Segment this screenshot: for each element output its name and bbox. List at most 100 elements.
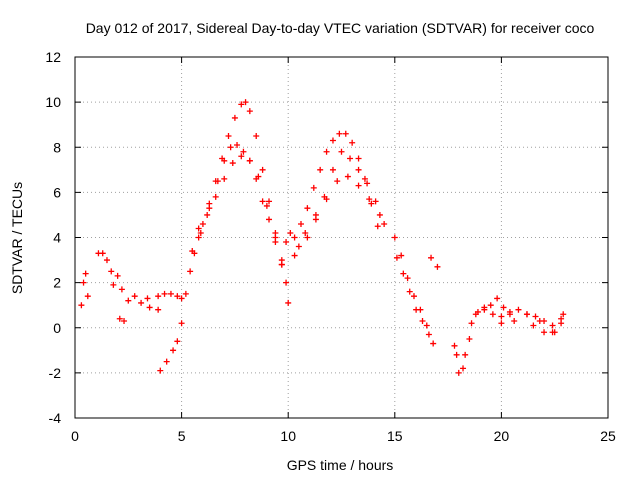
data-point (174, 338, 181, 345)
data-point (138, 299, 145, 306)
y-tick-label: 8 (53, 139, 61, 155)
y-tick-label: 6 (53, 184, 61, 200)
data-point (494, 295, 501, 302)
data-point (225, 132, 232, 139)
data-point (287, 229, 294, 236)
data-point (259, 198, 266, 205)
data-point (460, 365, 467, 372)
data-point (144, 295, 151, 302)
data-point (255, 173, 262, 180)
data-point (549, 322, 556, 329)
data-point (336, 130, 343, 137)
data-point (551, 329, 558, 336)
data-point (263, 202, 270, 209)
data-point (174, 293, 181, 300)
data-point (242, 99, 249, 106)
data-points (78, 99, 567, 376)
data-point (278, 261, 285, 268)
series-segment-h (189, 141, 285, 268)
plot-frame (74, 56, 609, 419)
data-point (121, 317, 128, 324)
data-point (283, 239, 290, 246)
data-point (84, 293, 91, 300)
data-point (266, 198, 273, 205)
data-point (468, 320, 475, 327)
data-point (163, 358, 170, 365)
x-tick-label: 10 (280, 428, 296, 444)
data-point (400, 270, 407, 277)
data-point (285, 299, 292, 306)
data-point (178, 320, 185, 327)
data-point (240, 148, 247, 155)
data-point (167, 290, 174, 297)
data-point (361, 175, 368, 182)
data-point (146, 304, 153, 311)
data-point (532, 313, 539, 320)
data-point (511, 317, 518, 324)
data-point (283, 279, 290, 286)
data-point (523, 311, 530, 318)
series-segment-m (295, 148, 388, 250)
data-point (376, 211, 383, 218)
data-point (541, 329, 548, 336)
data-point (338, 148, 345, 155)
data-point (391, 234, 398, 241)
data-point (155, 293, 162, 300)
series-segment-d (116, 315, 128, 324)
data-point (187, 268, 194, 275)
data-point (110, 281, 117, 288)
series-segment-p (393, 254, 432, 338)
data-point (466, 336, 473, 343)
data-point (342, 130, 349, 137)
series-segment-i (195, 153, 285, 268)
data-point (498, 313, 505, 320)
data-point (238, 101, 245, 108)
data-point (155, 306, 162, 313)
data-point (116, 315, 123, 322)
data-point (372, 198, 379, 205)
data-point (560, 311, 567, 318)
data-point (310, 184, 317, 191)
data-point (428, 254, 435, 261)
series-segment-o (391, 234, 437, 347)
series-segment-q (428, 254, 441, 270)
data-point (334, 178, 341, 185)
data-point (530, 322, 537, 329)
y-tick-label: 12 (45, 49, 61, 65)
chart-title: Day 012 of 2017, Sidereal Day-to-day VTE… (86, 20, 595, 36)
data-point (246, 157, 253, 164)
data-point (82, 270, 89, 277)
data-point (304, 205, 311, 212)
series-segment-k (285, 299, 292, 306)
data-point (368, 200, 375, 207)
data-point (272, 234, 279, 241)
y-tick-label: 2 (53, 275, 61, 291)
y-tick-label: 10 (45, 94, 61, 110)
data-point (393, 254, 400, 261)
data-point (423, 322, 430, 329)
data-point (161, 290, 168, 297)
data-point (131, 293, 138, 300)
series-segment-s (453, 304, 565, 372)
data-point (451, 342, 458, 349)
data-point (178, 295, 185, 302)
series-segment-b (95, 250, 117, 288)
data-point (118, 286, 125, 293)
data-point (329, 166, 336, 173)
data-point (462, 351, 469, 358)
x-tick-label: 5 (178, 428, 186, 444)
data-point (231, 114, 238, 121)
data-point (212, 193, 219, 200)
data-point (238, 153, 245, 160)
data-point (406, 288, 413, 295)
series-segment-l (291, 130, 381, 241)
data-point (170, 347, 177, 354)
data-point (317, 166, 324, 173)
data-point (381, 220, 388, 227)
data-point (413, 306, 420, 313)
data-point (78, 302, 85, 309)
data-point (355, 182, 362, 189)
y-axis-label: SDTVAR / TECUs (9, 182, 25, 294)
data-point (455, 369, 462, 376)
x-axis-label: GPS time / hours (287, 457, 394, 473)
